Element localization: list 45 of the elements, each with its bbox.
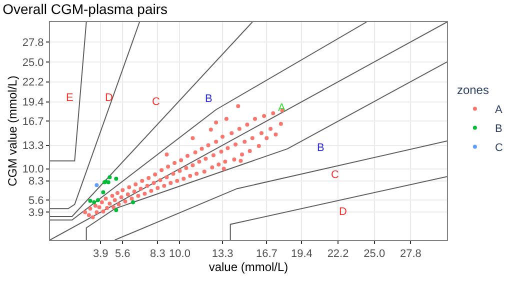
x-tick-label: 8.3 <box>150 248 166 260</box>
x-tick-label: 13.3 <box>212 248 234 260</box>
y-tick-label: 5.6 <box>28 194 44 207</box>
y-tick-label: 10.0 <box>22 164 44 176</box>
legend-title: zones <box>456 83 489 98</box>
y-tick-label: 13.3 <box>22 140 44 152</box>
x-tick-label: 25.0 <box>364 248 386 260</box>
x-axis-title: value (mmol/L) <box>208 260 288 274</box>
y-tick-label: 27.8 <box>22 36 44 49</box>
annotation: B <box>205 93 212 105</box>
point <box>131 200 136 204</box>
y-tick-label: 25.0 <box>22 56 44 69</box>
x-tick-label: 5.6 <box>115 248 130 260</box>
annotation: D <box>339 206 347 218</box>
point <box>92 200 96 204</box>
legend-label: B <box>494 122 502 135</box>
x-tick-label: 16.7 <box>256 248 278 260</box>
x-tick-label: 10.0 <box>169 248 190 260</box>
line-series <box>86 61 447 240</box>
point <box>94 183 99 188</box>
annotation: D <box>105 92 113 104</box>
point <box>101 190 106 194</box>
x-tick-label: 27.8 <box>400 248 422 260</box>
point <box>108 175 112 180</box>
legend-label: C <box>494 142 503 154</box>
x-tick-label: 19.4 <box>290 248 312 260</box>
point <box>88 198 92 203</box>
y-tick-label: 8.3 <box>28 176 44 188</box>
annotation: B <box>317 142 324 154</box>
legend-label: A <box>494 104 503 116</box>
x-tick-label: 22.2 <box>327 248 349 260</box>
y-axis-title: CGM value (mmol/L) <box>6 76 20 186</box>
annotation: E <box>66 92 74 104</box>
point <box>114 208 118 212</box>
x-tick-label: 3.9 <box>92 248 108 260</box>
annotation: C <box>152 96 160 108</box>
annotation: C <box>331 169 339 181</box>
point <box>96 198 100 202</box>
point <box>106 180 110 184</box>
y-tick-label: 16.7 <box>22 116 44 128</box>
point <box>114 176 118 181</box>
chart-title: Overall CGM-plasma pairs <box>2 1 168 18</box>
y-tick-label: 22.2 <box>22 76 44 89</box>
y-tick-label: 3.9 <box>28 207 44 220</box>
y-tick-label: 19.4 <box>22 96 44 109</box>
